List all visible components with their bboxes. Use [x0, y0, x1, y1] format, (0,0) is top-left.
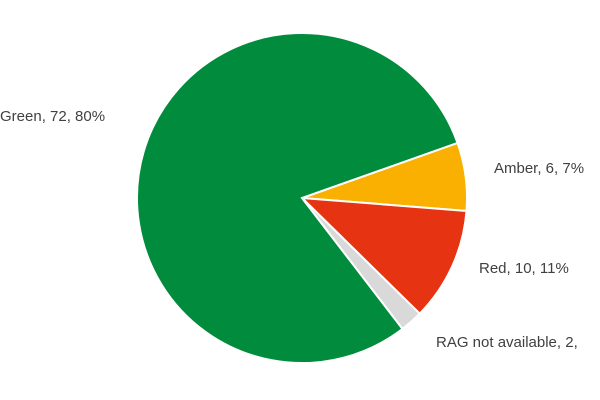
label-red: Red, 10, 11%: [479, 260, 569, 277]
pie-slices: [136, 32, 468, 364]
pie-slice-green: [136, 32, 459, 364]
label-rag-not-available: RAG not available, 2,: [436, 334, 578, 351]
label-amber: Amber, 6, 7%: [494, 160, 584, 177]
pie-slice-red: [299, 196, 468, 316]
label-green: Green, 72, 80%: [0, 108, 105, 125]
